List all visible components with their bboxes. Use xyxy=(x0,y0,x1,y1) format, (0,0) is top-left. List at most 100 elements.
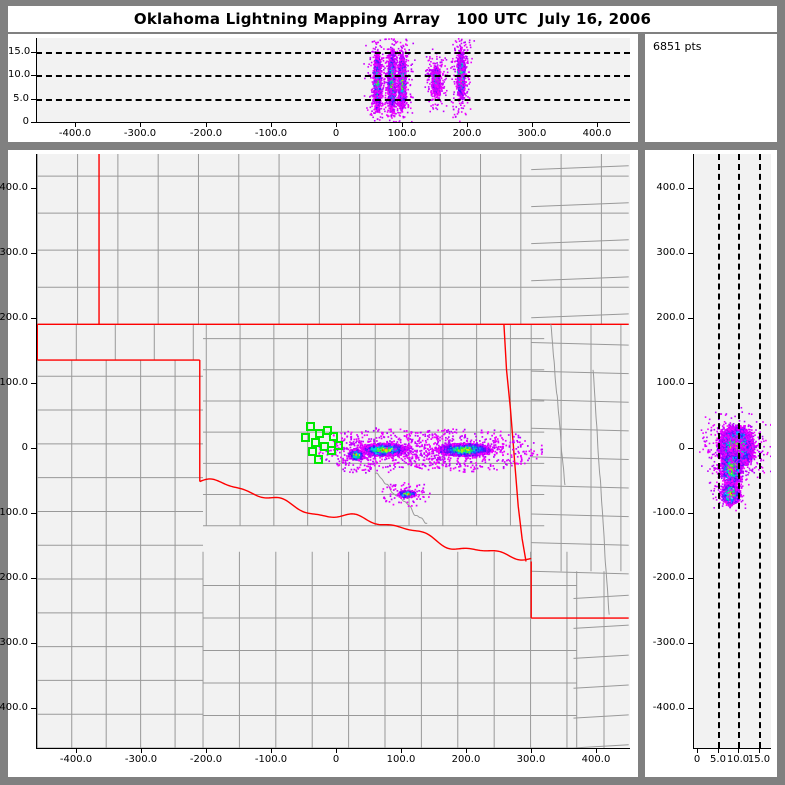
map-x-ticklabel: 300.0 xyxy=(516,754,546,765)
points-count-box: 6851 pts xyxy=(645,34,777,142)
top-y-ticklabel: 10.0 xyxy=(8,69,31,80)
points-count-label: 6851 pts xyxy=(653,40,702,53)
county-line xyxy=(531,513,629,518)
top-x-tick xyxy=(271,122,272,127)
top-x-ticklabel: 0 xyxy=(332,128,340,139)
top-x-tick xyxy=(402,122,403,127)
map-x-tick xyxy=(596,748,597,753)
side-y-ticklabel: -200.0 xyxy=(652,572,685,583)
county-line xyxy=(531,456,629,460)
map-y-tick xyxy=(31,513,36,514)
side-x-tick xyxy=(759,748,760,753)
county-line xyxy=(592,369,610,615)
map-y-tick xyxy=(31,318,36,319)
map-y-ticklabel: -400.0 xyxy=(0,702,28,713)
top-y-tick xyxy=(31,122,36,123)
side-gridline xyxy=(759,154,761,748)
side-gridline xyxy=(738,154,740,748)
lma-station-marker xyxy=(313,454,323,464)
map-y-ticklabel: 0 xyxy=(21,442,28,453)
map-x-tick xyxy=(531,748,532,753)
map-x-axis xyxy=(36,748,630,749)
altitude-vs-distance-panel: 0 5.0 10.0 15.0 -400.0 -300.0 -200.0 -100.0 0 100… xyxy=(8,34,638,142)
county-line xyxy=(531,542,629,546)
side-gridline xyxy=(718,154,720,748)
top-x-ticklabel: -400.0 xyxy=(58,128,92,139)
county-line xyxy=(573,654,629,659)
top-x-tick xyxy=(532,122,533,127)
top-y-ticklabel: 5.0 xyxy=(13,93,29,104)
map-x-tick xyxy=(336,748,337,753)
county-line xyxy=(531,165,629,171)
top-sources-layer xyxy=(363,38,476,122)
map-plot-area[interactable] xyxy=(36,154,630,748)
side-x-axis xyxy=(693,748,771,749)
top-x-tick xyxy=(336,122,337,127)
top-y-axis xyxy=(36,38,37,123)
top-x-tick xyxy=(140,122,141,127)
side-x-tick xyxy=(718,748,719,753)
state-border-red-river xyxy=(199,478,532,561)
map-y-tick xyxy=(31,643,36,644)
top-x-ticklabel: 300.0 xyxy=(517,128,547,139)
county-line xyxy=(531,570,629,575)
map-y-tick xyxy=(31,708,36,709)
side-y-tick xyxy=(688,318,693,319)
map-y-tick xyxy=(31,253,36,254)
lma-station-marker xyxy=(305,422,315,432)
county-line xyxy=(550,324,566,486)
side-y-ticklabel: -400.0 xyxy=(652,702,685,713)
top-y-ticklabel: 15.0 xyxy=(8,46,31,57)
lma-station-marker xyxy=(310,438,320,448)
county-line xyxy=(573,624,629,629)
map-x-ticklabel: 0 xyxy=(332,754,340,765)
side-y-tick xyxy=(688,253,693,254)
lma-station-marker xyxy=(329,431,339,441)
map-x-ticklabel: 100.0 xyxy=(386,754,416,765)
top-x-ticklabel: -200.0 xyxy=(189,128,223,139)
map-x-tick xyxy=(76,748,77,753)
county-line xyxy=(573,684,629,689)
side-y-tick xyxy=(688,643,693,644)
side-y-ticklabel: 300.0 xyxy=(656,247,685,258)
plan-view-panel: 400.0 300.0 200.0 100.0 0 -100.0 -200.0 -300.0 -… xyxy=(0,150,638,777)
map-y-tick xyxy=(31,448,36,449)
map-y-tick xyxy=(31,383,36,384)
top-gridline xyxy=(36,99,630,101)
side-y-tick xyxy=(688,513,693,514)
map-x-ticklabel: -100.0 xyxy=(254,754,288,765)
side-y-tick xyxy=(688,578,693,579)
map-y-tick xyxy=(31,578,36,579)
map-x-ticklabel: -200.0 xyxy=(189,754,223,765)
county-line xyxy=(531,313,629,319)
side-x-ticklabel: 0 xyxy=(693,754,701,765)
map-y-ticklabel: 300.0 xyxy=(0,247,28,258)
side-y-ticklabel: 200.0 xyxy=(656,312,685,323)
county-line xyxy=(531,399,629,403)
side-y-tick xyxy=(688,188,693,189)
top-x-ticklabel: -300.0 xyxy=(123,128,157,139)
top-x-ticklabel: -100.0 xyxy=(254,128,288,139)
map-y-axis xyxy=(36,154,37,749)
map-y-ticklabel: -300.0 xyxy=(0,637,28,648)
lma-station-marker xyxy=(326,445,336,455)
top-y-tick xyxy=(31,99,36,100)
side-y-ticklabel: 100.0 xyxy=(656,377,685,388)
top-x-ticklabel: 400.0 xyxy=(582,128,612,139)
side-plot-area[interactable] xyxy=(693,154,771,748)
side-x-tick xyxy=(697,748,698,753)
top-plot-area[interactable] xyxy=(36,38,630,122)
county-line xyxy=(531,202,629,208)
side-y-ticklabel: 0 xyxy=(678,442,685,453)
map-y-tick xyxy=(31,188,36,189)
side-y-tick xyxy=(688,708,693,709)
side-y-ticklabel: -100.0 xyxy=(652,507,685,518)
map-geography-layer xyxy=(36,154,629,748)
county-line xyxy=(531,239,629,245)
top-y-tick xyxy=(31,52,36,53)
altitude-vs-north-panel: 400.0 300.0 200.0 100.0 0 -100.0 -200.0 -300.0 -… xyxy=(645,150,777,777)
top-x-axis xyxy=(36,122,630,123)
map-x-tick xyxy=(206,748,207,753)
side-sources-layer xyxy=(699,406,771,512)
